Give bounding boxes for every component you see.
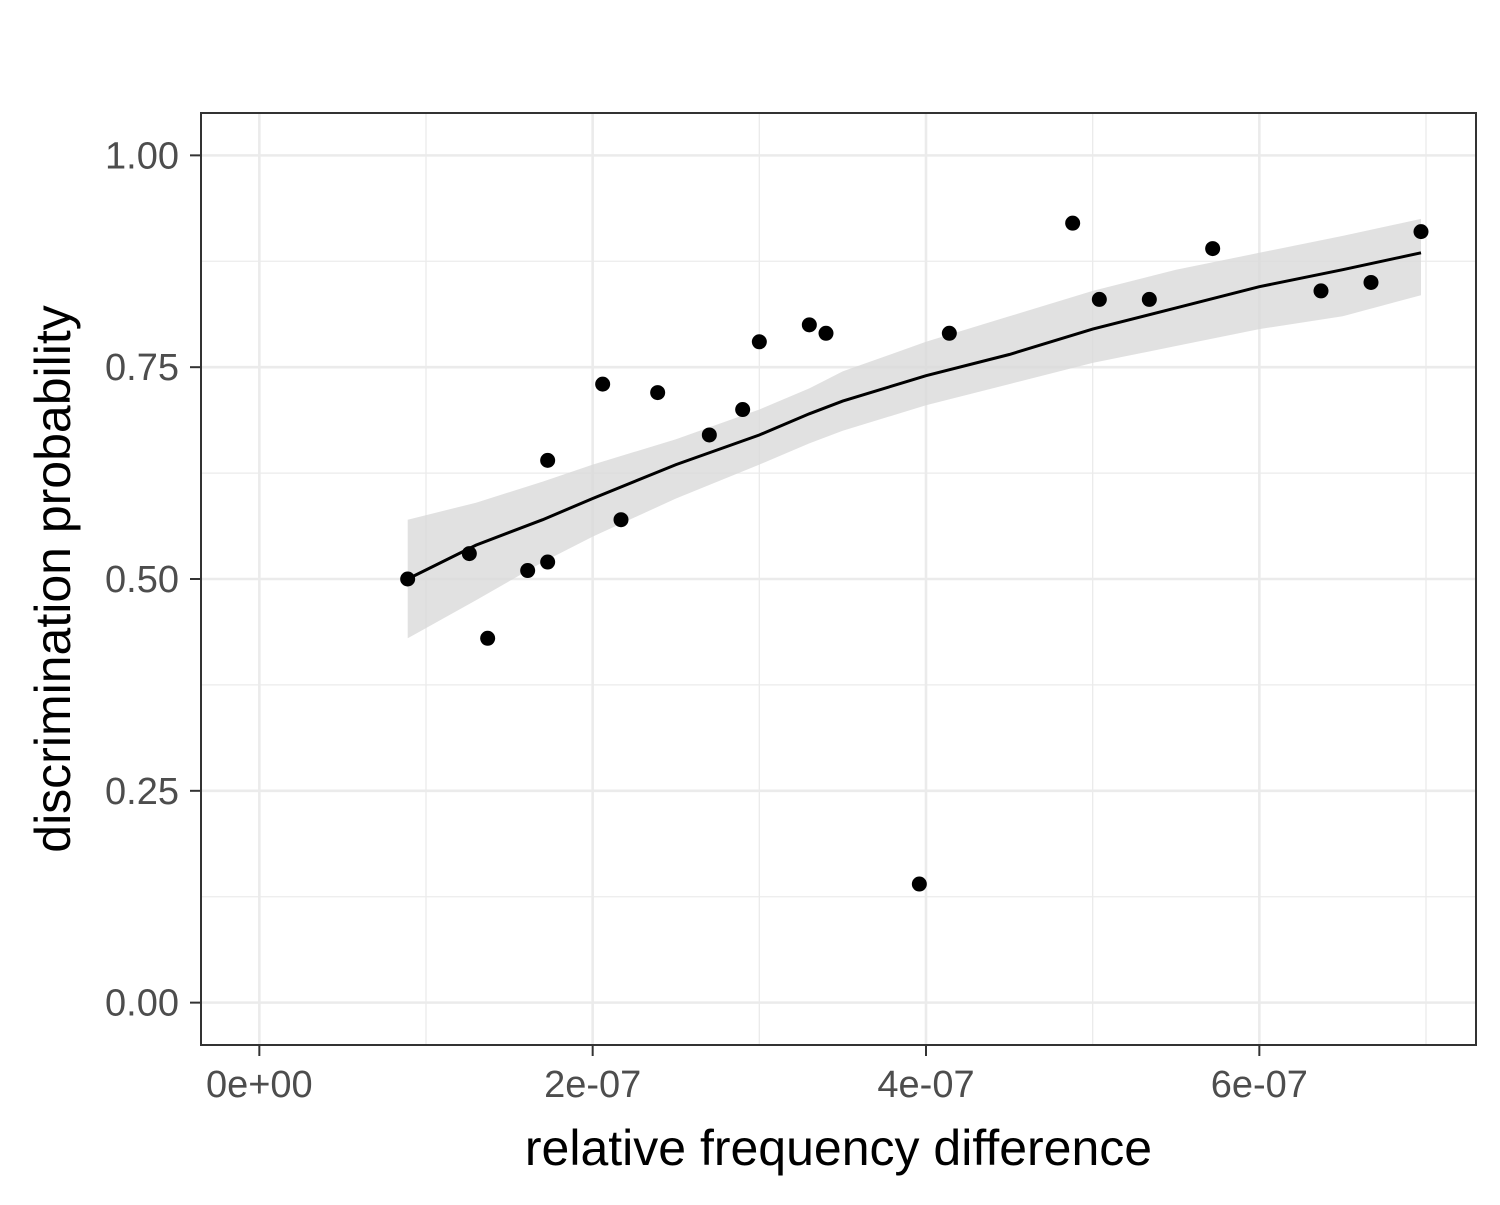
- data-point: [735, 402, 751, 418]
- data-point: [540, 452, 556, 468]
- data-point: [595, 376, 611, 392]
- y-tick-label: 0.25: [105, 771, 179, 813]
- x-tick-label: 0e+00: [206, 1064, 313, 1106]
- y-tick-label: 1.00: [105, 135, 179, 177]
- y-tick-label: 0.00: [105, 983, 179, 1025]
- data-point: [540, 554, 556, 570]
- y-axis-title: discrimination probability: [25, 305, 81, 852]
- data-point: [941, 325, 957, 341]
- data-point: [1091, 291, 1107, 307]
- y-tick-label: 0.75: [105, 347, 179, 389]
- x-tick-label: 6e-07: [1211, 1064, 1308, 1106]
- x-axis-title: relative frequency difference: [525, 1120, 1152, 1176]
- data-point: [613, 512, 629, 528]
- data-point: [1065, 215, 1081, 231]
- data-point: [1363, 274, 1379, 290]
- data-point: [818, 325, 834, 341]
- data-point: [701, 427, 717, 443]
- confidence-ribbon-layer: [407, 218, 1421, 639]
- data-point: [520, 563, 536, 579]
- x-axis-ticks: 0e+00 2e-07 4e-07 6e-07: [206, 1045, 1308, 1106]
- data-point: [650, 385, 666, 401]
- data-point: [911, 876, 927, 892]
- points-layer: [400, 215, 1429, 892]
- y-tick-label: 0.50: [105, 559, 179, 601]
- data-point: [461, 546, 477, 562]
- fit-line-layer: [407, 251, 1422, 581]
- y-axis-ticks: 0.00 0.25 0.50 0.75 1.00: [105, 135, 201, 1025]
- data-point: [1413, 224, 1429, 240]
- data-point: [400, 571, 416, 587]
- data-point: [1205, 241, 1221, 257]
- x-tick-label: 4e-07: [877, 1064, 974, 1106]
- fit-line: [407, 251, 1422, 581]
- data-point: [1313, 283, 1329, 299]
- data-point: [751, 334, 767, 350]
- data-point: [801, 317, 817, 333]
- x-tick-label: 2e-07: [544, 1064, 641, 1106]
- data-point: [1141, 291, 1157, 307]
- data-point: [480, 630, 496, 646]
- confidence-ribbon: [407, 218, 1421, 639]
